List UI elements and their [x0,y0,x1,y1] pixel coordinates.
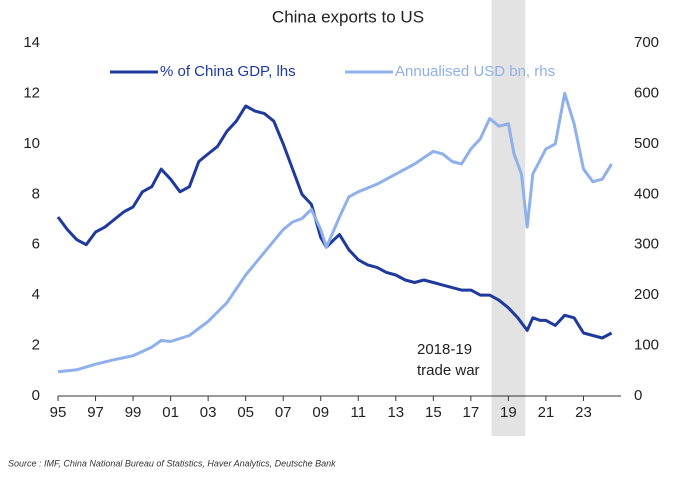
y2-tick-label: 200 [634,286,659,303]
x-tick-label: 17 [463,404,480,421]
y2-tick-label: 500 [634,135,659,152]
x-tick-label: 99 [125,404,142,421]
y-tick-label: 4 [32,286,40,303]
y-tick-label: 14 [23,34,40,51]
y-tick-label: 0 [32,387,40,404]
y-tick-label: 10 [23,135,40,152]
shaded-range [491,0,526,436]
x-tick-label: 01 [162,404,179,421]
x-tick-label: 03 [200,404,217,421]
y2-tick-label: 0 [634,387,642,404]
x-tick-label: 97 [87,404,104,421]
y2-tick-label: 400 [634,185,659,202]
x-tick-label: 05 [237,404,254,421]
x-tick-label: 21 [538,404,555,421]
legend-label: % of China GDP, lhs [160,63,296,80]
y2-tick-label: 600 [634,84,659,101]
legend-label: Annualised USD bn, rhs [395,63,555,80]
x-tick-label: 09 [312,404,329,421]
source-note: Source : IMF, China National Bureau of S… [8,458,336,468]
y-tick-label: 12 [23,84,40,101]
y2-tick-label: 100 [634,337,659,354]
chart-title: China exports to US [272,7,424,26]
y-tick-label: 8 [32,185,40,202]
annotation: trade war [417,362,480,379]
x-tick-label: 23 [575,404,592,421]
series-line [57,91,613,374]
y-tick-label: 6 [32,236,40,253]
annotation: 2018-19 [417,341,472,358]
x-tick-label: 15 [425,404,442,421]
y-tick-label: 2 [32,337,40,354]
x-tick-label: 95 [50,404,67,421]
x-tick-label: 11 [350,404,366,421]
series-line [56,104,613,340]
x-tick-label: 13 [387,404,404,421]
x-tick-label: 07 [275,404,292,421]
x-tick-label: 19 [500,404,517,421]
y2-tick-label: 700 [634,34,659,51]
y2-tick-label: 300 [634,236,659,253]
